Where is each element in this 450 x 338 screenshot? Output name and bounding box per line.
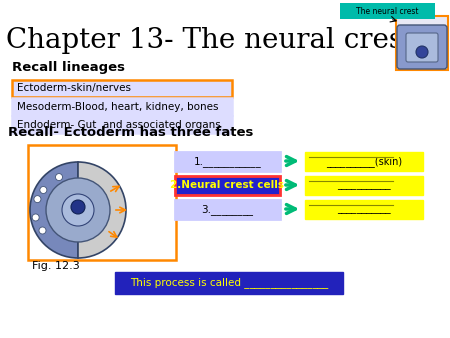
FancyBboxPatch shape <box>175 200 280 219</box>
FancyBboxPatch shape <box>305 152 423 171</box>
FancyBboxPatch shape <box>305 200 423 219</box>
FancyBboxPatch shape <box>305 176 423 195</box>
Text: Endoderm- Gut  and associated organs: Endoderm- Gut and associated organs <box>17 120 221 129</box>
Text: ___________: ___________ <box>337 180 391 191</box>
Circle shape <box>71 200 85 214</box>
FancyBboxPatch shape <box>340 3 435 19</box>
FancyBboxPatch shape <box>12 98 232 115</box>
Circle shape <box>416 46 428 58</box>
FancyBboxPatch shape <box>12 116 232 133</box>
Text: Recall lineages: Recall lineages <box>12 62 125 74</box>
FancyBboxPatch shape <box>406 33 438 62</box>
Wedge shape <box>30 162 78 258</box>
Text: 1.___________: 1.___________ <box>194 156 261 167</box>
FancyBboxPatch shape <box>28 145 176 260</box>
Text: Mesoderm-Blood, heart, kidney, bones: Mesoderm-Blood, heart, kidney, bones <box>17 101 219 112</box>
Text: The neural crest: The neural crest <box>356 6 419 16</box>
FancyBboxPatch shape <box>175 176 280 195</box>
Wedge shape <box>78 162 126 258</box>
Circle shape <box>55 174 63 180</box>
Text: Ectoderm-skin/nerves: Ectoderm-skin/nerves <box>17 83 131 94</box>
FancyBboxPatch shape <box>12 80 232 97</box>
Text: Chapter 13- The neural crest: Chapter 13- The neural crest <box>6 26 414 53</box>
FancyBboxPatch shape <box>396 16 448 70</box>
FancyBboxPatch shape <box>175 152 280 171</box>
Text: 2.Neural crest cells: 2.Neural crest cells <box>171 180 284 191</box>
FancyBboxPatch shape <box>397 25 447 69</box>
FancyBboxPatch shape <box>115 272 343 294</box>
Text: Recall- Ectoderm has three fates: Recall- Ectoderm has three fates <box>8 126 253 140</box>
Circle shape <box>46 178 110 242</box>
Text: __________(skin): __________(skin) <box>326 156 402 167</box>
Circle shape <box>40 187 47 193</box>
Circle shape <box>32 214 39 221</box>
Circle shape <box>34 196 41 202</box>
Text: ___________: ___________ <box>337 204 391 215</box>
Circle shape <box>62 194 94 226</box>
Text: This process is called ________________: This process is called ________________ <box>130 277 328 288</box>
Circle shape <box>39 227 46 234</box>
Text: 3.________: 3.________ <box>202 204 253 215</box>
Text: Fig. 12.3: Fig. 12.3 <box>32 261 80 271</box>
